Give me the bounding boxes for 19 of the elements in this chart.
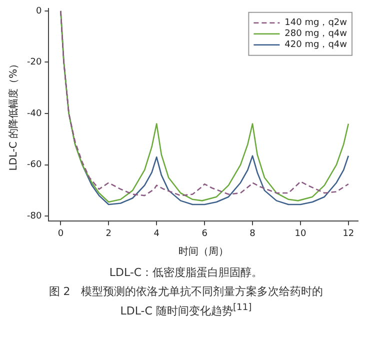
x-axis-title: 时间（周） [178, 246, 228, 258]
y-tick-label: -80 [26, 211, 42, 222]
legend-label: 420 mg，q4w [284, 40, 348, 50]
y-tick-label: -40 [26, 108, 42, 119]
y-tick-label: -20 [26, 58, 42, 68]
x-tick-label: 12 [342, 228, 354, 239]
x-tick-label: 8 [250, 228, 256, 239]
x-tick-label: 6 [202, 228, 208, 239]
x-tick-label: 2 [106, 228, 112, 239]
x-tick-label: 0 [58, 228, 64, 239]
y-tick-label: -60 [26, 160, 42, 170]
legend-label: 280 mg，q4w [284, 29, 348, 40]
x-tick-label: 10 [294, 228, 306, 239]
y-axis-title: LDL-C 的降低幅度（%） [8, 58, 20, 171]
text: LDL-C：低密度脂蛋白胆固醇。 [108, 265, 264, 281]
caption: 图 2 模型预测的依洛尤单抗不同剂量方案多次给药时的 LDL-C 随时间变化趋势$^{[11]}$ [48, 284, 324, 320]
y-tick-label: 0 [36, 6, 42, 16]
legend-label: 140 mg，q2w [284, 18, 348, 28]
x-tick-label: 4 [154, 228, 160, 239]
